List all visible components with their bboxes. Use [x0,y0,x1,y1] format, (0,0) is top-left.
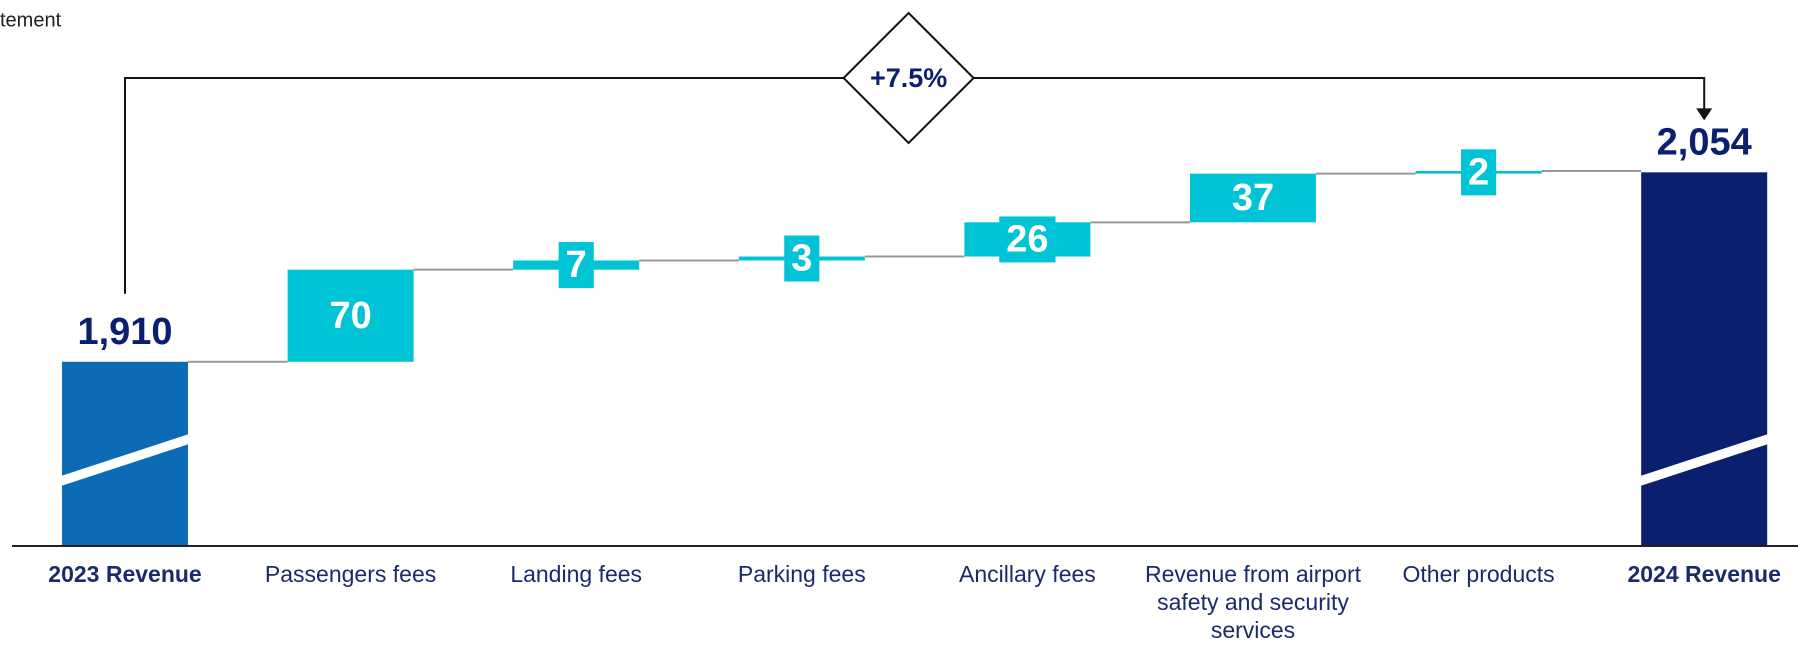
x-tick-label: Landing fees [510,561,643,587]
arrow-head [1696,108,1713,121]
value-label: 37 [1232,177,1274,219]
value-label-box [558,242,594,289]
annotation-diamond [842,11,976,145]
value-label-box [1461,149,1497,196]
value-label-box [322,292,379,339]
bar [62,361,188,546]
axis-break [61,434,189,486]
annotation: +7.5% [870,63,947,93]
x-tick-label: Passengers fees [264,561,437,587]
axis-break [1640,434,1769,486]
value-label: 7 [566,244,587,286]
x-tick-label: Parking fees [737,561,866,587]
value-label: 70 [329,295,371,337]
x-tick-label: Revenue from airport safety and security… [1144,561,1362,643]
value-label: 2 [1468,151,1489,193]
value-label-box [1224,174,1282,221]
x-tick-label: 2023 Revenue [48,561,202,587]
chart-title: tement [0,9,62,31]
value-label: 2,054 [1657,121,1752,163]
value-label: 3 [791,238,812,280]
value-label-box [784,235,820,282]
x-tick-label: 2024 Revenue [1627,561,1781,587]
x-tick-label: Ancillary fees [959,561,1096,587]
x-tick-label: Other products [1402,561,1555,587]
bar [1641,172,1768,546]
value-label: 1,910 [77,311,172,353]
value-label: 26 [1006,218,1048,260]
value-label-box [999,216,1056,263]
